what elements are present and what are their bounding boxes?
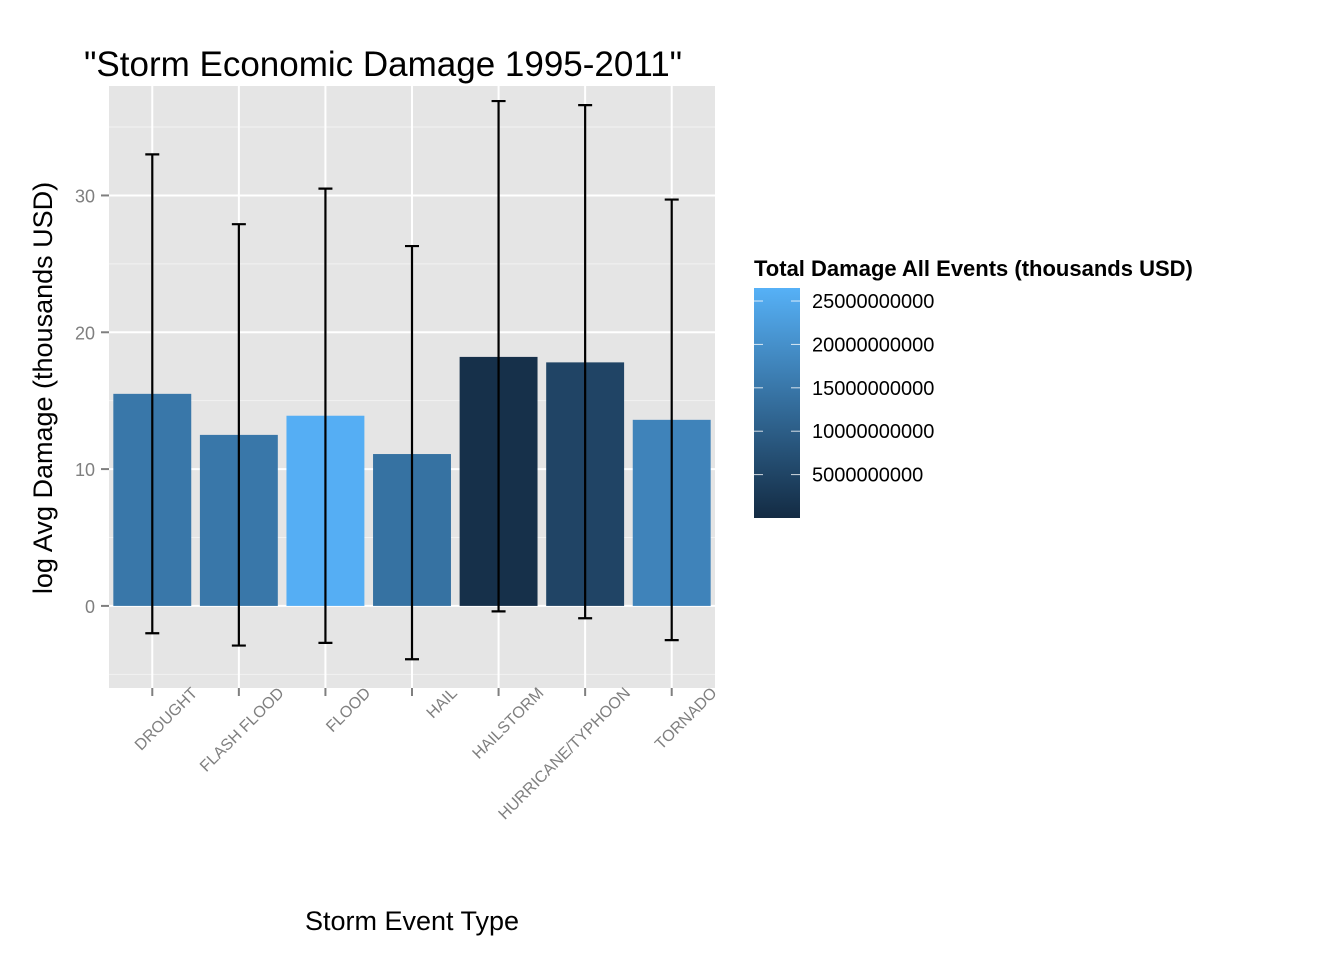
error-bar-line [578, 104, 593, 620]
x-tick-label: TORNADO [652, 685, 720, 753]
legend-break-label: 20000000000 [812, 334, 934, 356]
error-bar-line [491, 99, 506, 613]
legend-title: Total Damage All Events (thousands USD) [754, 256, 1193, 281]
legend-break-label: 15000000000 [812, 378, 934, 400]
y-tick-label: 0 [85, 597, 95, 617]
error-bar [578, 104, 593, 620]
x-axis-title: Storm Event Type [305, 906, 519, 936]
x-tick-label: FLOOD [323, 685, 374, 736]
legend-color-bar [754, 288, 800, 518]
y-tick-label: 10 [75, 460, 95, 480]
y-tick-label: 20 [75, 323, 95, 343]
legend-break-label: 25000000000 [812, 291, 934, 313]
error-bar [405, 244, 419, 661]
error-bar-line [664, 198, 679, 642]
x-tick-label: DROUGHT [132, 685, 201, 754]
x-tick-label: HAILSTORM [470, 685, 548, 763]
error-bar [491, 99, 506, 613]
error-bars-group [145, 99, 679, 661]
legend-break-label: 10000000000 [812, 421, 934, 443]
error-bar [664, 198, 679, 642]
chart-title: "Storm Economic Damage 1995-2011" [84, 45, 682, 84]
x-tick-label: HAIL [424, 685, 461, 722]
color-legend: Total Damage All Events (thousands USD) … [754, 256, 1193, 518]
y-axis: 0 10 20 30 [75, 186, 109, 617]
error-bar [231, 223, 246, 647]
error-bar-line [318, 187, 333, 644]
legend-break-label: 5000000000 [812, 465, 923, 487]
error-bar-line [231, 223, 246, 647]
y-axis-title: log Avg Damage (thousands USD) [28, 182, 58, 594]
error-bar-line [145, 153, 160, 635]
error-bar [145, 153, 160, 635]
error-bar-line [405, 244, 419, 661]
y-tick-label: 30 [75, 186, 95, 206]
x-tick-label: FLASH FLOOD [197, 685, 288, 776]
legend-breaks: 5000000000 10000000000 15000000000 20000000… [754, 291, 934, 487]
error-bar [318, 187, 333, 644]
